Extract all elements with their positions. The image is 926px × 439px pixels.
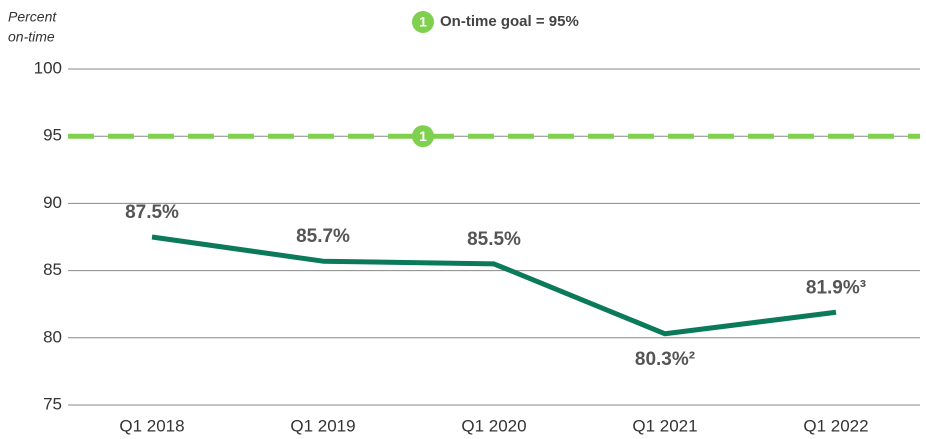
x-tick-label: Q1 2022 [803, 416, 868, 435]
series-line [151, 234, 837, 337]
x-tick-label: Q1 2020 [461, 416, 526, 435]
goal-badge-text: 1 [419, 128, 427, 144]
data-label: 85.7% [296, 226, 350, 247]
x-tick-label: Q1 2021 [632, 416, 697, 435]
y-tick-label: 75 [43, 394, 62, 413]
y-axis-label: on-time [8, 29, 55, 45]
data-label: 80.3%² [635, 349, 695, 370]
goal-badge [412, 125, 434, 148]
x-tick-label: Q1 2019 [290, 416, 355, 435]
y-tick-label: 100 [34, 58, 62, 77]
y-tick-label: 95 [43, 126, 62, 145]
goal-label: On-time goal = 95% [440, 13, 579, 30]
y-axis-label: Percent [8, 9, 57, 25]
y-tick-label: 90 [43, 193, 62, 212]
y-tick-label: 85 [43, 260, 62, 279]
data-label: 85.5% [467, 229, 521, 250]
y-tick-label: 80 [43, 327, 62, 346]
legend-badge-text: 1 [419, 14, 427, 30]
x-tick-label: Q1 2018 [119, 416, 184, 435]
data-label: 81.9%³ [806, 277, 866, 298]
legend-badge [412, 11, 434, 33]
data-label: 87.5% [125, 202, 179, 223]
